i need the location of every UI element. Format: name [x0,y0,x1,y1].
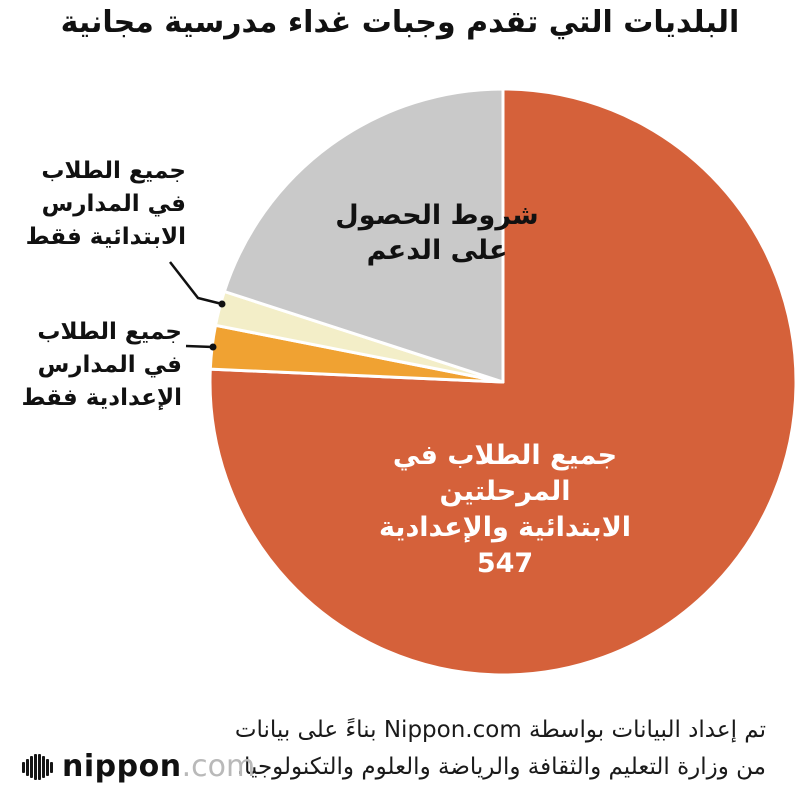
nippon-logo-text: nippon.com [62,750,255,784]
label-support-conditions: شروط الحصول على الدعم [317,198,557,268]
label-line: الابتدائية فقط [25,224,186,250]
credit-line: تم إعداد البيانات بواسطة Nippon.com بناء… [234,717,766,743]
credit-line: من وزارة التعليم والثقافة والرياضة والعل… [236,754,766,780]
leader-line-junior-high-only [185,344,214,349]
label-line: الإعدادية فقط [21,385,182,411]
pie-slice-support-conditions [222,87,505,384]
nippon-logo[interactable]: nippon.com [22,750,255,784]
label-junior-high-only: جميع الطلاب في المدارس الإعدادية فقط [21,316,182,415]
label-elementary-only: جميع الطلاب في المدارس الابتدائية فقط [26,155,186,254]
label-line: جميع الطلاب في المرحلتين [392,440,618,507]
label-line: الابتدائية والإعدادية [378,512,632,543]
source-credit: تم إعداد البيانات بواسطة Nippon.com بناء… [120,712,766,786]
logo-name: nippon [62,749,182,784]
leader-dot-elementary-only [218,300,226,308]
leader-dot-junior-high-only [209,343,217,351]
main-slice-value: 547 [476,548,534,579]
label-line: على الدعم [366,235,508,266]
label-line: شروط الحصول [335,200,539,231]
label-main-slice: جميع الطلاب في المرحلتين الابتدائية والإ… [345,438,665,582]
label-line: في المدارس [41,191,186,217]
nippon-logo-icon [22,752,53,782]
chart-title: البلديات التي تقدم وجبات غداء مدرسية مجا… [60,5,740,40]
logo-tld: .com [181,749,256,784]
pie-slices [208,87,798,677]
label-line: جميع الطلاب [37,319,182,345]
label-line: في المدارس [37,352,182,378]
leader-line-elementary-only [169,261,223,306]
label-line: جميع الطلاب [41,158,186,184]
pie-slice-all-students-both-levels [208,87,798,677]
